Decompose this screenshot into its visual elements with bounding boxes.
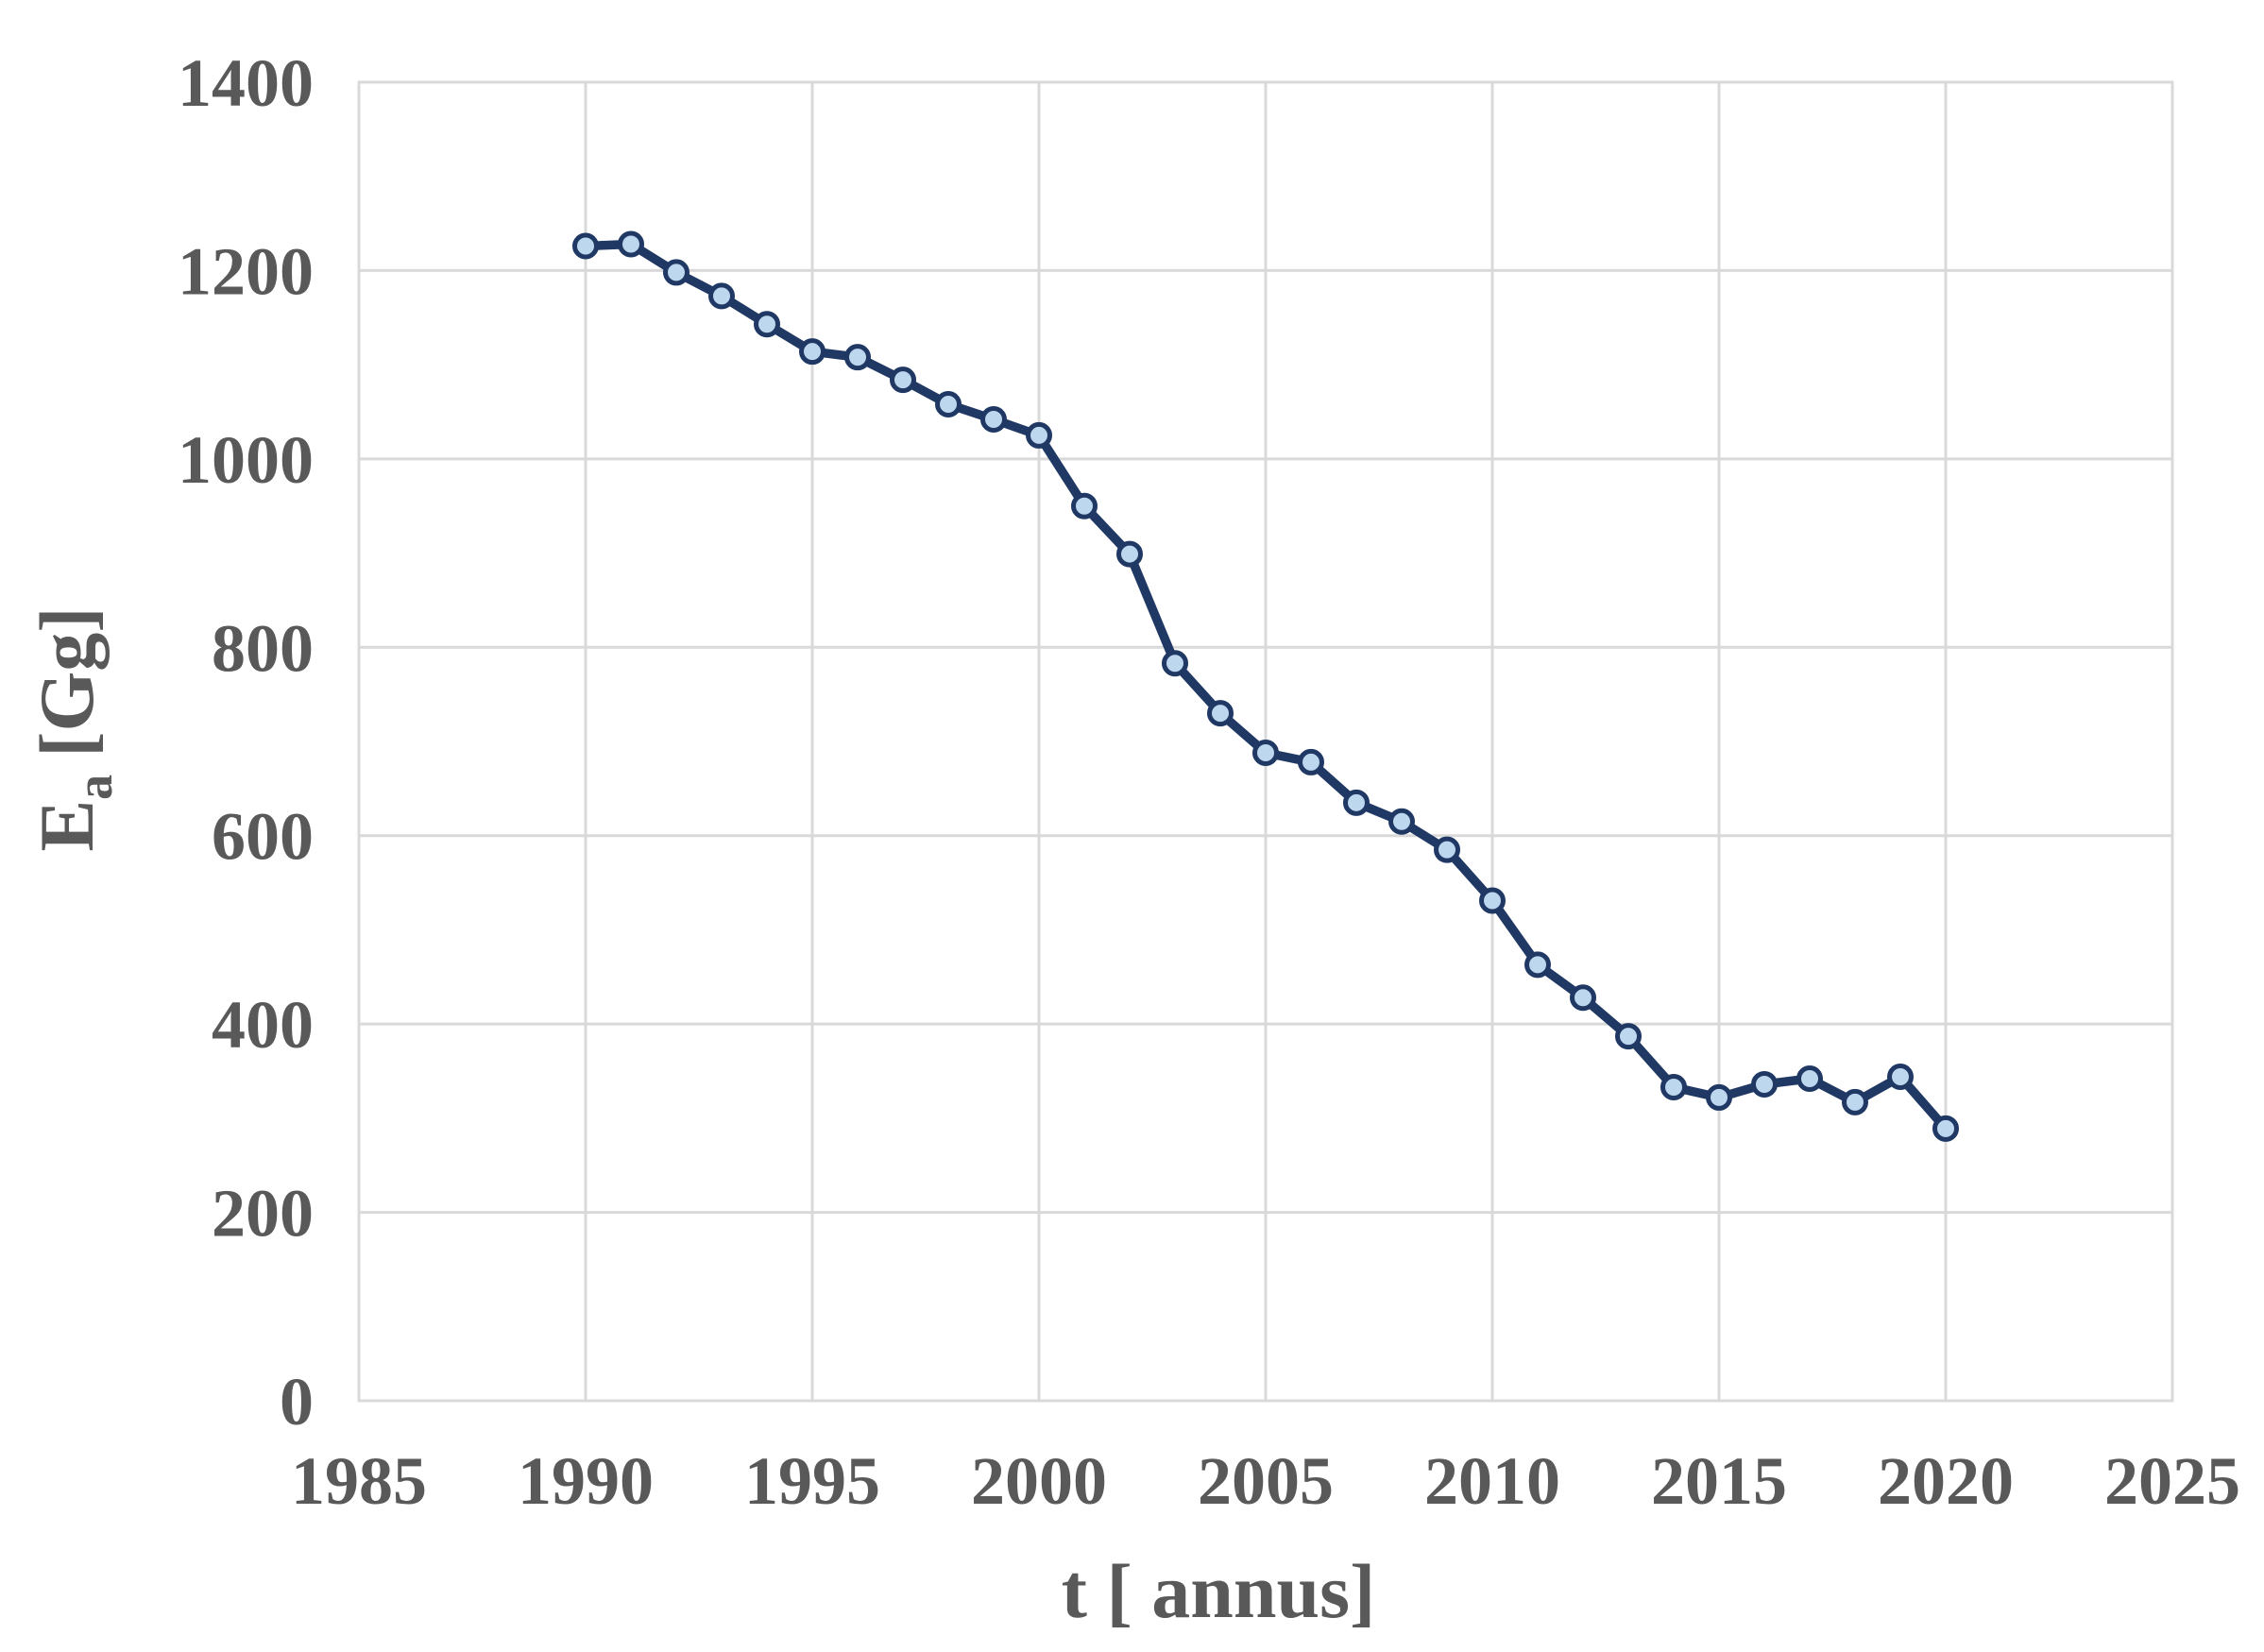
data-point-1990 <box>572 232 599 260</box>
data-point-2012 <box>1570 984 1596 1012</box>
data-series <box>572 230 1959 1142</box>
y-tick-800: 800 <box>212 610 314 686</box>
data-point-1997 <box>890 366 916 394</box>
data-point-2006 <box>1298 748 1324 775</box>
data-point-2001 <box>1071 492 1098 519</box>
y-tick-600: 600 <box>212 799 314 875</box>
data-point-2011 <box>1524 951 1551 979</box>
plot-border <box>357 80 2174 1403</box>
data-point-1993 <box>708 282 735 310</box>
x-axis-tick-labels: 1985 1990 1995 2000 2005 2010 2015 2020 2025 <box>291 1443 2240 1519</box>
data-point-1996 <box>844 344 871 371</box>
y-tick-200: 200 <box>212 1176 314 1252</box>
x-tick-1995: 1995 <box>744 1443 880 1519</box>
x-tick-2025: 2025 <box>2104 1443 2240 1519</box>
data-point-2015 <box>1706 1083 1732 1111</box>
data-point-2008 <box>1388 808 1415 835</box>
data-point-2005 <box>1252 739 1279 766</box>
data-point-2004 <box>1207 700 1234 727</box>
x-tick-2000: 2000 <box>971 1443 1107 1519</box>
data-point-2018 <box>1842 1088 1868 1116</box>
y-tick-1200: 1200 <box>178 233 314 309</box>
x-tick-2015: 2015 <box>1651 1443 1787 1519</box>
data-point-2000 <box>1026 421 1052 449</box>
data-point-2007 <box>1343 789 1370 816</box>
y-axis-tick-labels: 0 200 400 600 800 1000 1200 1400 <box>178 45 314 1439</box>
data-point-1994 <box>754 311 780 338</box>
data-point-1995 <box>799 338 826 366</box>
x-tick-1985: 1985 <box>291 1443 427 1519</box>
data-point-2010 <box>1479 887 1506 914</box>
data-point-2014 <box>1660 1073 1687 1100</box>
data-point-2016 <box>1751 1070 1778 1098</box>
data-point-2009 <box>1434 836 1460 863</box>
x-tick-1990: 1990 <box>518 1443 654 1519</box>
data-point-2013 <box>1615 1023 1642 1050</box>
data-point-2003 <box>1162 650 1188 677</box>
x-tick-2020: 2020 <box>1878 1443 2014 1519</box>
data-point-1991 <box>618 230 644 258</box>
data-point-2002 <box>1116 540 1143 568</box>
y-axis-title-symbol: E <box>24 800 110 852</box>
y-axis-title-unit: [Gg] <box>24 606 110 757</box>
x-axis-title: t [ annus] <box>1062 1548 1376 1634</box>
y-tick-400: 400 <box>212 987 314 1063</box>
data-point-1999 <box>980 405 1007 433</box>
x-tick-2005: 2005 <box>1198 1443 1334 1519</box>
y-axis-title: Ea [Gg] <box>24 606 123 851</box>
data-point-2020 <box>1932 1115 1959 1142</box>
x-tick-2010: 2010 <box>1424 1443 1560 1519</box>
data-point-2017 <box>1796 1064 1823 1092</box>
data-point-1998 <box>935 391 962 418</box>
y-tick-1400: 1400 <box>178 45 314 121</box>
data-point-2019 <box>1887 1063 1914 1090</box>
y-tick-1000: 1000 <box>178 422 314 498</box>
y-tick-0: 0 <box>280 1364 314 1439</box>
data-point-1992 <box>663 259 689 286</box>
y-axis-title-subscript: a <box>66 775 123 800</box>
